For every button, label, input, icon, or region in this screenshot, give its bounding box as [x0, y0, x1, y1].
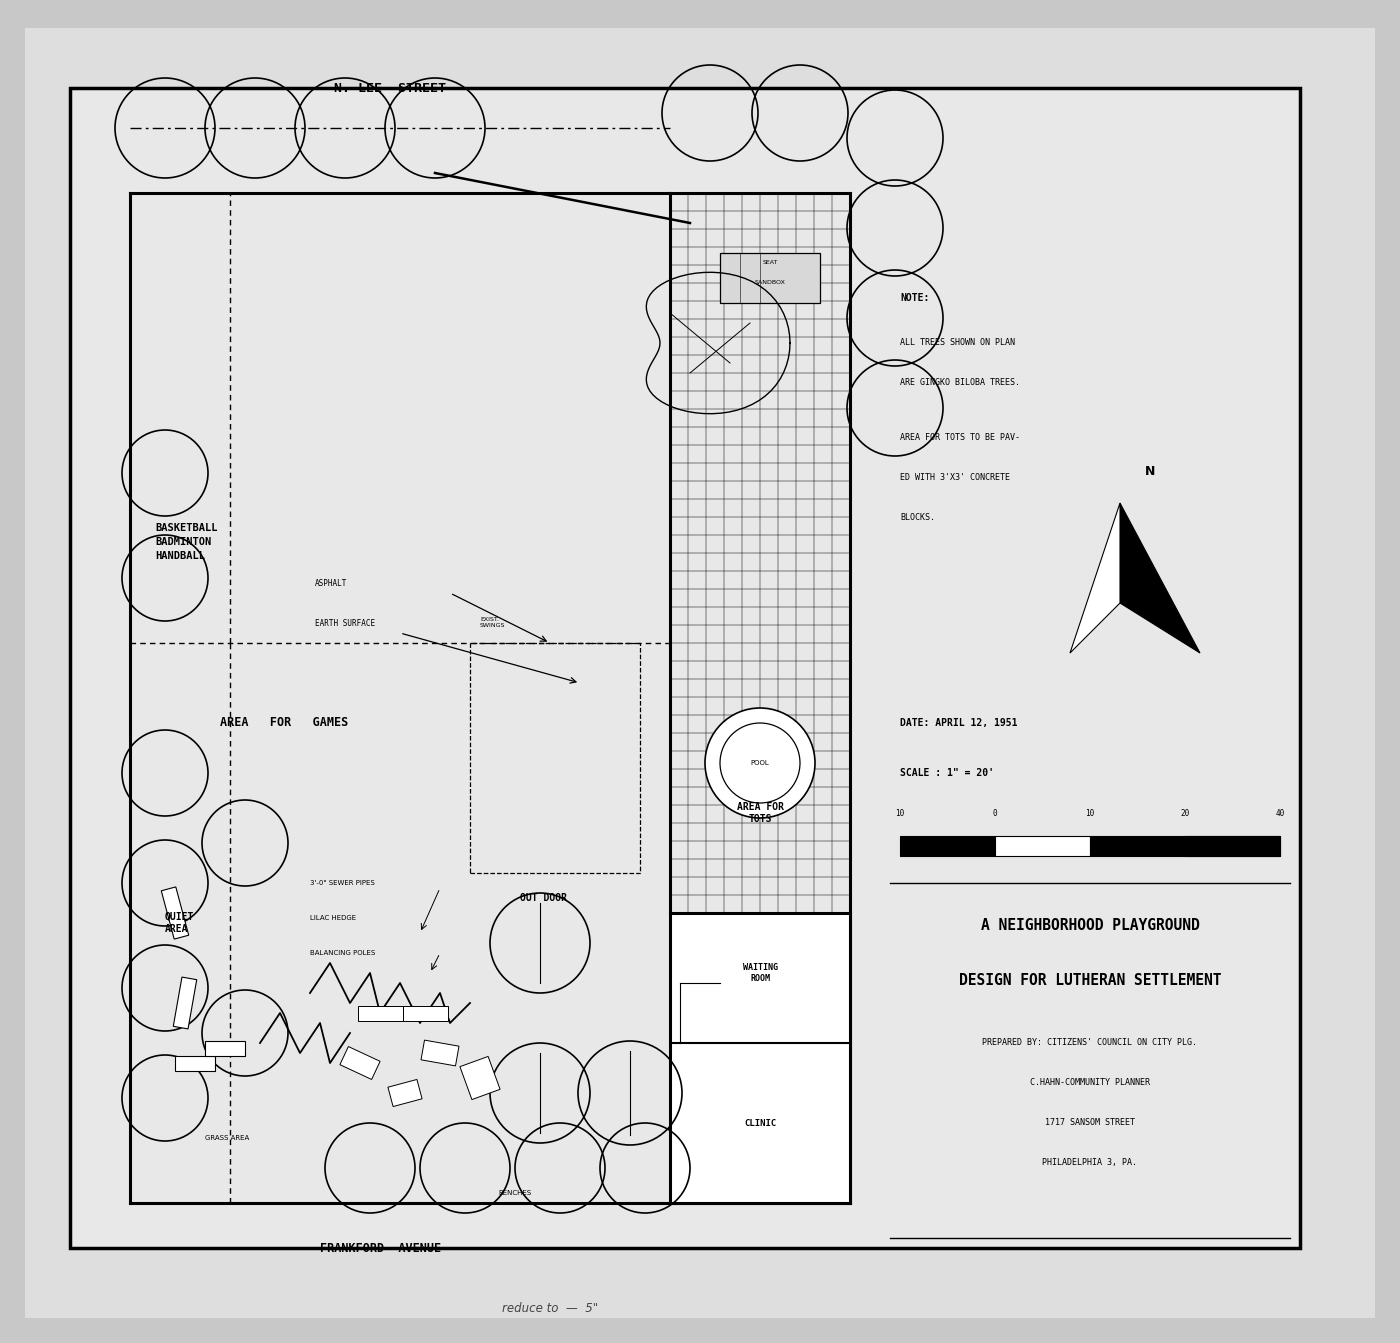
- Bar: [1184, 835, 1280, 855]
- Text: SCALE : 1" = 20': SCALE : 1" = 20': [900, 768, 994, 778]
- Text: AREA FOR TOTS TO BE PAV-: AREA FOR TOTS TO BE PAV-: [900, 432, 1021, 442]
- Text: BENCHES: BENCHES: [498, 1190, 532, 1197]
- Bar: [461, 1057, 500, 1100]
- Text: NOTE:: NOTE:: [900, 293, 930, 304]
- Bar: [357, 1006, 403, 1021]
- Text: AREA   FOR   GAMES: AREA FOR GAMES: [220, 717, 349, 729]
- Text: N: N: [1145, 465, 1155, 478]
- Bar: [340, 1046, 379, 1080]
- Text: ED WITH 3'X3' CONCRETE: ED WITH 3'X3' CONCRETE: [900, 473, 1009, 482]
- Text: reduce to  —  5": reduce to — 5": [503, 1301, 598, 1315]
- Text: 40: 40: [1275, 808, 1285, 818]
- Text: POOL: POOL: [750, 760, 770, 766]
- Bar: [421, 1039, 459, 1066]
- Polygon shape: [1120, 504, 1200, 653]
- Bar: [671, 913, 850, 1203]
- Text: 20: 20: [1180, 808, 1190, 818]
- Text: FRANKFORD  AVENUE: FRANKFORD AVENUE: [321, 1241, 441, 1254]
- Text: OUT DOOR: OUT DOOR: [519, 893, 567, 902]
- Text: 10: 10: [896, 808, 904, 818]
- Text: 3'-0" SEWER PIPES: 3'-0" SEWER PIPES: [309, 880, 375, 886]
- Text: EARTH SURFACE: EARTH SURFACE: [315, 619, 375, 629]
- Bar: [175, 1056, 216, 1070]
- Text: 1717 SANSOM STREET: 1717 SANSOM STREET: [1044, 1117, 1135, 1127]
- Text: 10: 10: [1085, 808, 1095, 818]
- Circle shape: [706, 708, 815, 818]
- Text: QUIET
AREA: QUIET AREA: [165, 912, 195, 935]
- Bar: [388, 1080, 421, 1107]
- Text: BASKETBALL
BADMINTON
HANDBALL: BASKETBALL BADMINTON HANDBALL: [155, 522, 217, 561]
- Bar: [204, 1041, 245, 1056]
- Bar: [70, 89, 1301, 1248]
- Text: EXIST.
SWINGS: EXIST. SWINGS: [480, 618, 505, 629]
- Text: WAITING
ROOM: WAITING ROOM: [742, 963, 777, 983]
- Bar: [720, 252, 820, 304]
- Text: DESIGN FOR LUTHERAN SETTLEMENT: DESIGN FOR LUTHERAN SETTLEMENT: [959, 972, 1221, 988]
- Text: DATE: APRIL 12, 1951: DATE: APRIL 12, 1951: [900, 719, 1018, 728]
- Text: SEAT: SEAT: [763, 261, 777, 266]
- Text: AREA FOR
TOTS: AREA FOR TOTS: [736, 802, 784, 825]
- Bar: [1091, 835, 1184, 855]
- Bar: [995, 835, 1091, 855]
- Text: ALL TREES SHOWN ON PLAN: ALL TREES SHOWN ON PLAN: [900, 338, 1015, 346]
- Bar: [470, 643, 640, 873]
- Text: ARE GINGKO BILOBA TREES.: ARE GINGKO BILOBA TREES.: [900, 377, 1021, 387]
- Polygon shape: [1070, 504, 1120, 653]
- Bar: [403, 1006, 448, 1021]
- Bar: [161, 886, 189, 939]
- Text: PHILADELPHIA 3, PA.: PHILADELPHIA 3, PA.: [1043, 1158, 1137, 1167]
- Text: A NEIGHBORHOOD PLAYGROUND: A NEIGHBORHOOD PLAYGROUND: [980, 919, 1200, 933]
- Text: ASPHALT: ASPHALT: [315, 579, 347, 588]
- Bar: [174, 978, 197, 1029]
- Text: GRASS AREA: GRASS AREA: [204, 1135, 249, 1142]
- Text: SANDBOX: SANDBOX: [755, 281, 785, 286]
- Text: PREPARED BY: CITIZENS' COUNCIL ON CITY PLG.: PREPARED BY: CITIZENS' COUNCIL ON CITY P…: [983, 1038, 1197, 1048]
- Text: BALANCING POLES: BALANCING POLES: [309, 950, 375, 956]
- Text: CLINIC: CLINIC: [743, 1119, 776, 1128]
- Text: N. LEE  STREET: N. LEE STREET: [335, 82, 447, 94]
- Text: BLOCKS.: BLOCKS.: [900, 513, 935, 522]
- Text: LILAC HEDGE: LILAC HEDGE: [309, 915, 356, 921]
- Bar: [1184, 835, 1280, 855]
- Text: C.HAHN-COMMUNITY PLANNER: C.HAHN-COMMUNITY PLANNER: [1030, 1078, 1149, 1086]
- Text: 0: 0: [993, 808, 997, 818]
- Bar: [900, 835, 995, 855]
